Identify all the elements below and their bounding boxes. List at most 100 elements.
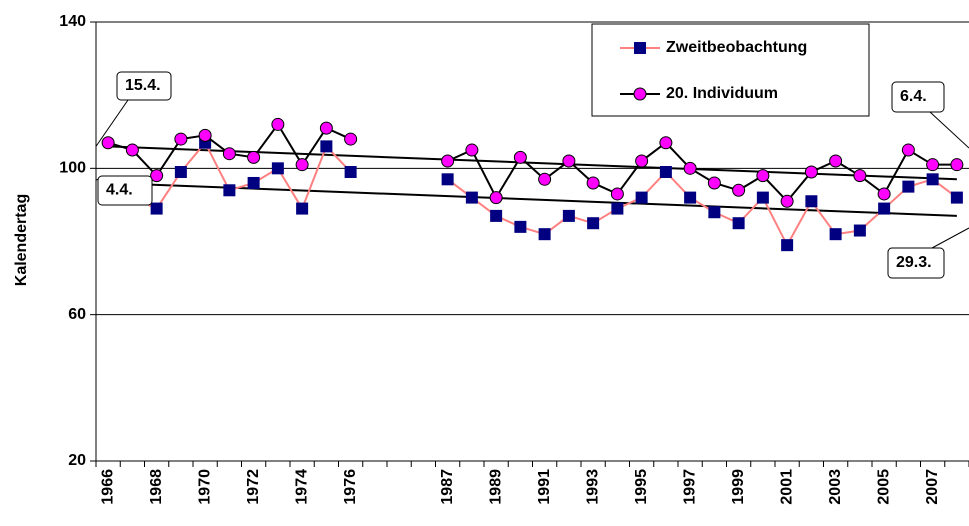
x-tick-label: 2007: [924, 469, 941, 505]
y-tick-label: 60: [68, 306, 86, 323]
marker: [804, 165, 818, 179]
marker: [344, 165, 357, 178]
marker: [707, 176, 721, 190]
marker: [538, 228, 551, 241]
legend-marker: [633, 87, 647, 101]
legend-label: 20. Individuum: [666, 85, 778, 102]
marker: [271, 117, 285, 131]
marker: [125, 143, 139, 157]
marker: [223, 184, 236, 197]
x-tick-label: 1995: [633, 469, 650, 505]
x-tick-label: 1976: [342, 469, 359, 505]
marker: [247, 176, 260, 189]
marker: [198, 128, 212, 142]
legend-marker: [634, 42, 646, 54]
marker: [320, 140, 333, 153]
marker: [829, 154, 843, 168]
marker: [562, 154, 576, 168]
callout-pointer: [929, 111, 969, 149]
marker: [659, 165, 672, 178]
x-tick-label: 1974: [293, 469, 310, 505]
marker: [732, 217, 745, 230]
marker: [538, 172, 552, 186]
callout-label: 4.4.: [106, 182, 133, 199]
marker: [853, 169, 867, 183]
marker: [101, 136, 115, 150]
marker: [344, 132, 358, 146]
marker: [587, 217, 600, 230]
marker: [756, 169, 770, 183]
x-tick-label: 2005: [875, 469, 892, 505]
marker: [295, 158, 309, 172]
x-tick-label: 2001: [778, 469, 795, 505]
marker: [950, 191, 963, 204]
marker: [926, 158, 940, 172]
marker: [247, 150, 261, 164]
marker: [490, 209, 503, 222]
marker: [878, 202, 891, 215]
marker: [150, 169, 164, 183]
marker: [684, 191, 697, 204]
x-tick-label: 1970: [196, 469, 213, 505]
marker: [174, 165, 187, 178]
marker: [635, 191, 648, 204]
series-line: [107, 140, 958, 248]
marker: [514, 220, 527, 233]
marker: [441, 154, 455, 168]
marker: [465, 191, 478, 204]
callout-box: [891, 81, 945, 113]
marker: [586, 176, 600, 190]
marker: [296, 202, 309, 215]
callout-pointer: [931, 227, 969, 249]
x-tick-label: 1997: [681, 469, 698, 505]
marker: [902, 180, 915, 193]
marker: [611, 202, 624, 215]
x-tick-label: 1966: [99, 469, 116, 505]
x-tick-label: 1989: [487, 469, 504, 505]
marker: [708, 206, 721, 219]
y-tick-label: 140: [59, 13, 86, 30]
marker: [271, 162, 284, 175]
marker: [659, 136, 673, 150]
x-tick-label: 1999: [730, 469, 747, 505]
callout-label: 6.4.: [900, 88, 927, 105]
marker: [926, 173, 939, 186]
marker: [441, 173, 454, 186]
callout-label: 29.3.: [896, 254, 932, 271]
marker: [465, 143, 479, 157]
marker: [610, 187, 624, 201]
y-axis-label: Kalendertag: [13, 194, 30, 286]
marker: [562, 209, 575, 222]
marker: [756, 191, 769, 204]
callout-label: 15.4.: [125, 77, 161, 94]
y-tick-label: 20: [68, 452, 86, 469]
marker: [877, 187, 891, 201]
marker: [222, 147, 236, 161]
y-tick-label: 100: [59, 160, 86, 177]
x-tick-label: 1987: [439, 469, 456, 505]
marker: [950, 158, 964, 172]
marker: [781, 239, 794, 252]
callout-pointer: [95, 99, 129, 147]
marker: [513, 150, 527, 164]
marker: [829, 228, 842, 241]
callout-box: [887, 247, 945, 279]
marker: [319, 121, 333, 135]
callout-box: [97, 175, 153, 206]
marker: [805, 195, 818, 208]
marker: [683, 161, 697, 175]
x-tick-label: 1968: [148, 469, 165, 505]
x-tick-label: 1972: [245, 469, 262, 505]
marker: [901, 143, 915, 157]
marker: [150, 202, 163, 215]
marker: [174, 132, 188, 146]
marker: [780, 194, 794, 208]
marker: [489, 191, 503, 205]
marker: [853, 224, 866, 237]
x-tick-label: 1993: [584, 469, 601, 505]
legend-box: [591, 23, 870, 117]
legend-label: Zweitbeobachtung: [666, 39, 807, 56]
x-tick-label: 2003: [827, 469, 844, 505]
